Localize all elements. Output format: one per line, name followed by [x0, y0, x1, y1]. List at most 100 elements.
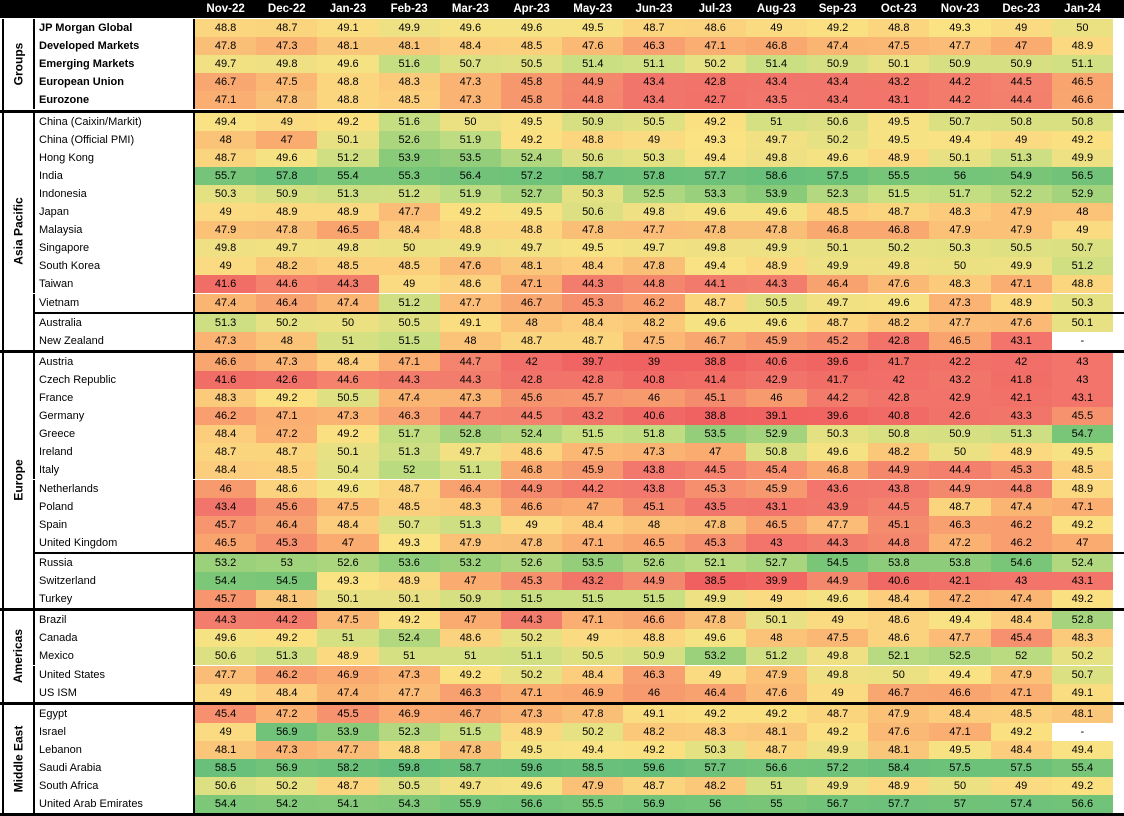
- heatmap-cell: 52.7: [501, 184, 563, 203]
- heatmap-cell: 43: [990, 572, 1052, 591]
- heatmap-cell: 49: [501, 515, 563, 534]
- group-label: Groups: [2, 19, 33, 110]
- heatmap-cell: 59.8: [378, 759, 440, 778]
- heatmap-cell: 49.2: [256, 629, 318, 648]
- row-label: Poland: [33, 497, 195, 516]
- column-header: Feb-23: [378, 0, 440, 18]
- heatmap-cell: 46.3: [623, 665, 685, 684]
- heatmap-cell: 45.8: [501, 73, 563, 92]
- heatmap-cell: 50.1: [1051, 313, 1113, 332]
- heatmap-cell: 48.1: [1051, 704, 1113, 723]
- heatmap-cell: 50: [439, 112, 501, 131]
- heatmap-cell: 47.1: [501, 275, 563, 294]
- heatmap-cell: 51.1: [623, 55, 685, 74]
- heatmap-cell: 44.7: [439, 407, 501, 426]
- heatmap-cell: 50.9: [990, 55, 1052, 74]
- row-label: Australia: [33, 313, 195, 332]
- heatmap-cell: 50.1: [929, 148, 991, 167]
- heatmap-cell: 47: [256, 130, 318, 149]
- row-label: France: [33, 389, 195, 408]
- heatmap-cell: 57.7: [868, 795, 930, 814]
- heatmap-cell: 40.6: [623, 407, 685, 426]
- heatmap-cell: 54.7: [1051, 425, 1113, 444]
- heatmap-cell: 46.6: [1051, 91, 1113, 110]
- heatmap-cell: 55.9: [439, 795, 501, 814]
- heatmap-cell: 59.6: [623, 759, 685, 778]
- heatmap-cell: 48.1: [501, 257, 563, 276]
- heatmap-cell: 48.8: [439, 221, 501, 240]
- heatmap-cell: 48.9: [378, 572, 440, 591]
- heatmap-cell: 52.2: [990, 184, 1052, 203]
- heatmap-cell: 48.7: [929, 497, 991, 516]
- heatmap-cell: 47.3: [623, 443, 685, 462]
- group-separator: [0, 608, 1124, 612]
- heatmap-cell: 50.5: [990, 239, 1052, 258]
- heatmap-cell: 50.8: [868, 425, 930, 444]
- heatmap-cell: 58.7: [562, 166, 624, 185]
- row-label: Spain: [33, 515, 195, 534]
- heatmap-cell: 51.3: [990, 425, 1052, 444]
- heatmap-cell: 48.8: [623, 629, 685, 648]
- heatmap-cell: 53.2: [195, 553, 257, 572]
- heatmap-cell: 52.4: [501, 148, 563, 167]
- heatmap-cell: 48.4: [439, 37, 501, 56]
- heatmap-cell: 43: [745, 533, 807, 552]
- heatmap-cell: 48.4: [195, 425, 257, 444]
- heatmap-cell: 47.3: [256, 37, 318, 56]
- column-header: Nov-22: [195, 0, 257, 18]
- heatmap-cell: 44.3: [378, 370, 440, 389]
- heatmap-cell: 38.8: [684, 407, 746, 426]
- heatmap-cell: 48.4: [562, 257, 624, 276]
- heatmap-cell: 46.5: [1051, 73, 1113, 92]
- heatmap-cell: 47.1: [684, 37, 746, 56]
- heatmap-cell: 50.5: [378, 313, 440, 332]
- heatmap-cell: 47.7: [378, 203, 440, 222]
- heatmap-cell: 49: [195, 257, 257, 276]
- heatmap-cell: 49.2: [807, 19, 869, 38]
- heatmap-cell: 49.2: [684, 112, 746, 131]
- heatmap-cell: 48.5: [1051, 461, 1113, 480]
- heatmap-cell: 50.5: [317, 389, 379, 408]
- heatmap-cell: 42: [868, 370, 930, 389]
- heatmap-cell: 49.1: [439, 313, 501, 332]
- heatmap-cell: 46.3: [439, 683, 501, 702]
- heatmap-cell: 51: [439, 647, 501, 666]
- heatmap-cell: 43.4: [807, 73, 869, 92]
- heatmap-cell: 47.7: [929, 313, 991, 332]
- row-label: Ireland: [33, 443, 195, 462]
- heatmap-cell: 50.3: [807, 425, 869, 444]
- heatmap-cell: 48: [256, 331, 318, 350]
- heatmap-cell: 41.6: [195, 370, 257, 389]
- heatmap-cell: 57.5: [990, 759, 1052, 778]
- row-label: Israel: [33, 722, 195, 741]
- column-header: Jun-23: [623, 0, 685, 18]
- heatmap-cell: 57.2: [501, 166, 563, 185]
- heatmap-cell: 50: [929, 443, 991, 462]
- heatmap-cell: 52.1: [684, 553, 746, 572]
- heatmap-cell: 52.9: [745, 425, 807, 444]
- heatmap-cell: 47.8: [745, 221, 807, 240]
- heatmap-cell: 47.1: [929, 722, 991, 741]
- heatmap-cell: 41.7: [868, 352, 930, 371]
- heatmap-cell: 48.9: [1051, 479, 1113, 498]
- heatmap-cell: 49.9: [684, 590, 746, 609]
- heatmap-cell: 46.5: [745, 515, 807, 534]
- heatmap-cell: 53.6: [378, 553, 440, 572]
- heatmap-cell: 43.2: [929, 370, 991, 389]
- heatmap-cell: 49.6: [317, 479, 379, 498]
- heatmap-cell: 43.9: [807, 497, 869, 516]
- heatmap-cell: 51.5: [868, 184, 930, 203]
- column-header: Jan-24: [1051, 0, 1113, 18]
- heatmap-cell: 52: [990, 647, 1052, 666]
- heatmap-cell: 49.7: [439, 443, 501, 462]
- row-label: Vietnam: [33, 293, 195, 312]
- heatmap-cell: 47.8: [684, 221, 746, 240]
- heatmap-cell: 48.9: [317, 647, 379, 666]
- heatmap-cell: 50.6: [807, 112, 869, 131]
- heatmap-cell: 53.9: [317, 722, 379, 741]
- heatmap-cell: 43.6: [807, 479, 869, 498]
- heatmap-cell: 48.1: [256, 590, 318, 609]
- heatmap-cell: 51.3: [990, 148, 1052, 167]
- heatmap-cell: 41.8: [990, 370, 1052, 389]
- heatmap-cell: 45.5: [317, 704, 379, 723]
